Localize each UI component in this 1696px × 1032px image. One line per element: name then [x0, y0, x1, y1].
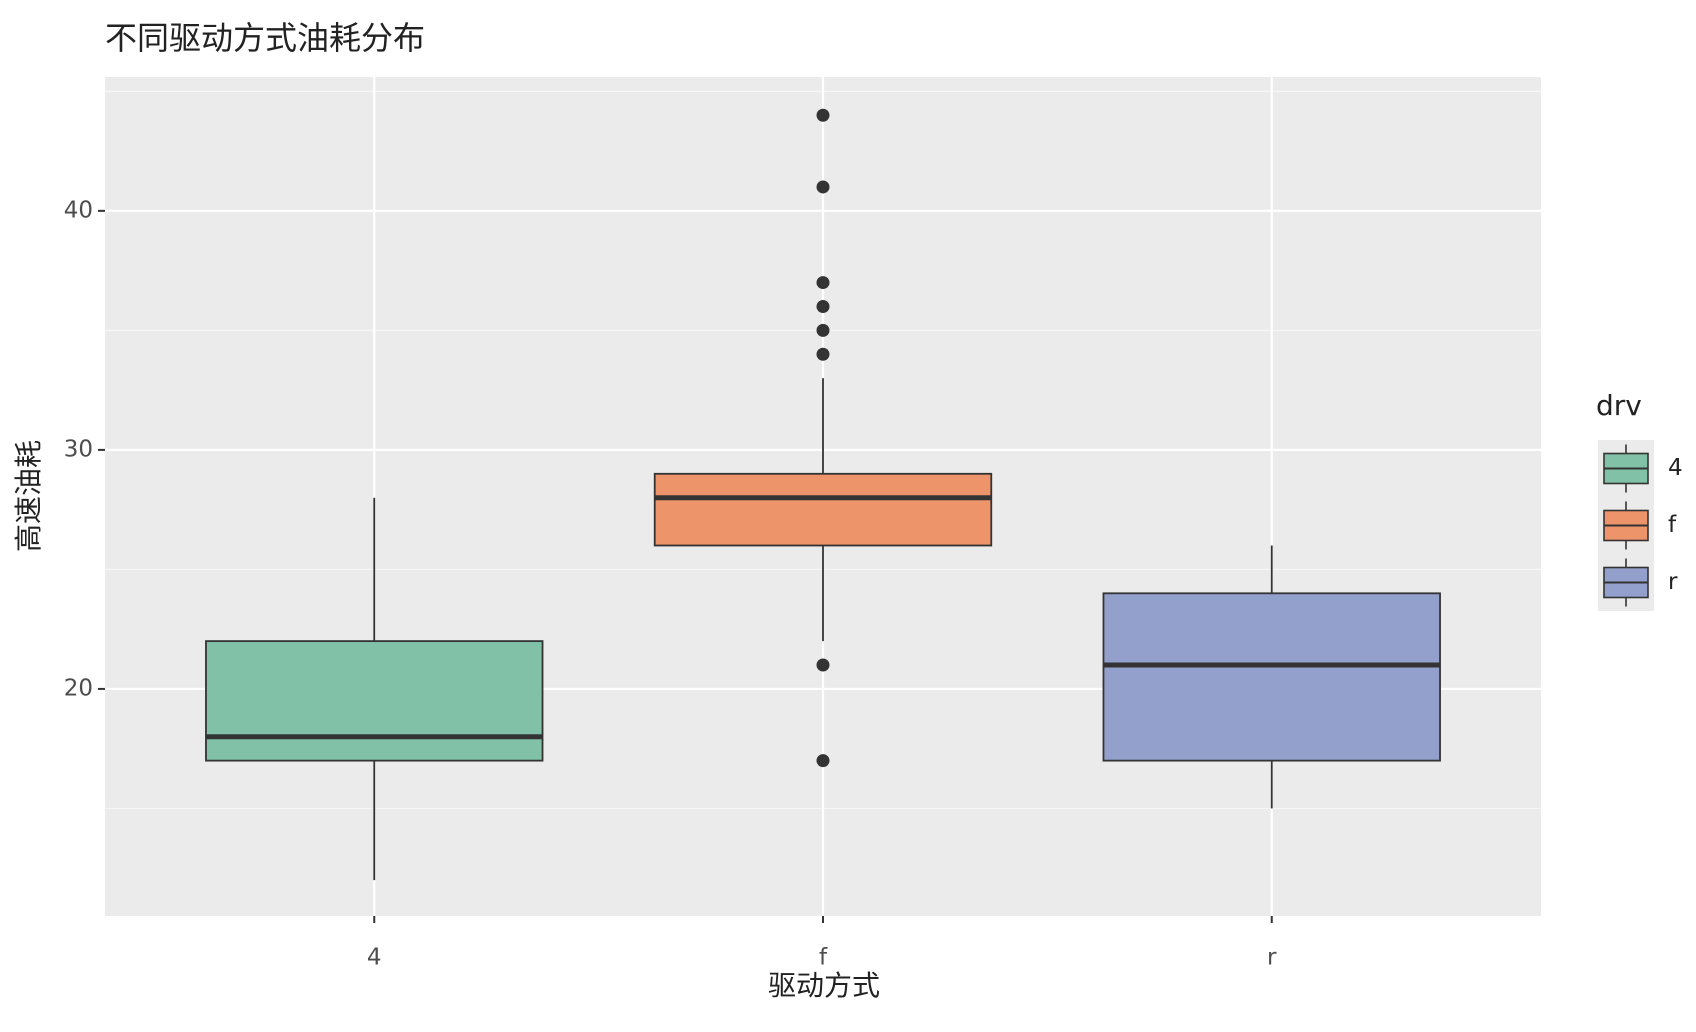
outlier — [816, 323, 830, 337]
y-tick-label: 20 — [64, 675, 93, 701]
y-tick-label: 30 — [64, 436, 93, 462]
outlier — [816, 754, 830, 768]
y-axis-title: 高速油耗 — [12, 440, 45, 552]
legend-label: r — [1668, 569, 1678, 595]
outlier — [816, 299, 830, 313]
outlier — [816, 108, 830, 122]
outlier — [816, 180, 830, 194]
legend-label: f — [1668, 512, 1677, 538]
box — [1102, 592, 1441, 762]
box — [205, 640, 544, 762]
x-axis-title: 驱动方式 — [768, 969, 880, 1002]
y-tick-label: 40 — [64, 197, 93, 223]
outlier — [816, 347, 830, 361]
box — [653, 472, 993, 547]
outlier — [816, 276, 830, 290]
legend-title: drv — [1596, 389, 1642, 422]
legend-label: 4 — [1668, 455, 1683, 481]
x-tick-label: 4 — [367, 945, 382, 971]
x-tick-label: f — [819, 945, 828, 971]
x-tick-label: r — [1267, 945, 1277, 971]
outlier — [816, 658, 830, 672]
chart-title: 不同驱动方式油耗分布 — [105, 19, 425, 57]
